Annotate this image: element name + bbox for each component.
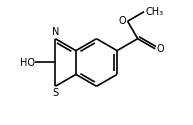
Text: CH₃: CH₃ [146,7,164,17]
Text: S: S [52,88,58,98]
Text: N: N [52,27,59,37]
Text: O: O [157,44,164,54]
Text: O: O [119,16,126,26]
Text: HO: HO [20,58,35,68]
